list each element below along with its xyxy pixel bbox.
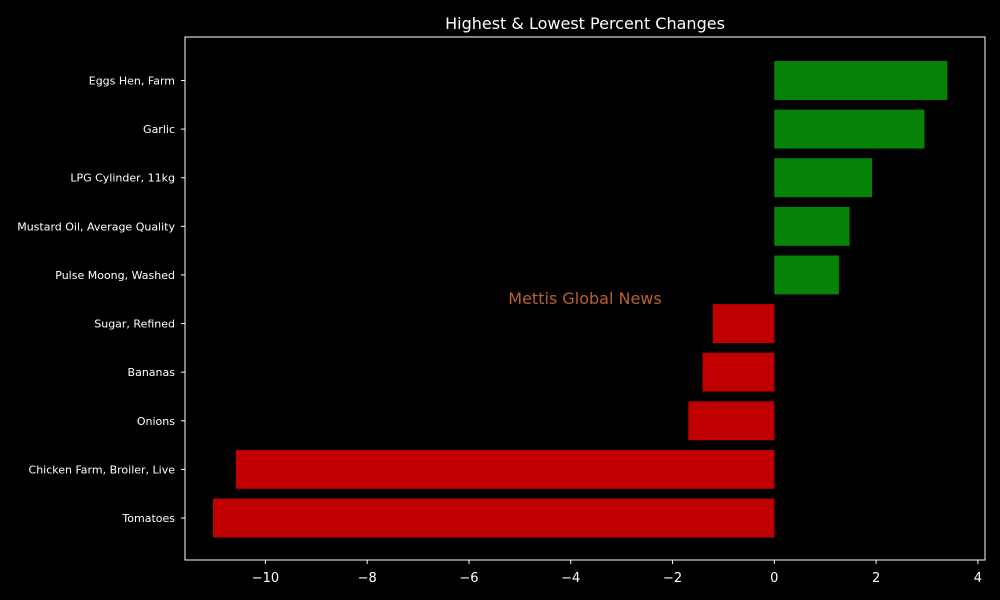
x-tick-label: −10 <box>252 571 279 586</box>
x-tick-label: −4 <box>561 571 580 586</box>
bar <box>774 206 850 246</box>
x-tick-label: −6 <box>459 571 478 586</box>
bar <box>774 158 873 198</box>
y-tick-label: Bananas <box>128 366 176 379</box>
y-tick-label: Chicken Farm, Broiler, Live <box>29 463 176 476</box>
bar <box>712 304 775 343</box>
bars-layer <box>212 61 948 538</box>
bar <box>702 352 775 392</box>
x-tick-label: 0 <box>770 571 778 586</box>
bar <box>774 109 925 149</box>
y-tick-label: Onions <box>137 415 175 428</box>
y-tick-label: LPG Cylinder, 11kg <box>70 172 175 185</box>
bar <box>774 61 948 100</box>
y-tick-label: Sugar, Refined <box>94 318 175 331</box>
x-tick-label: −2 <box>663 571 682 586</box>
axes-frame <box>184 36 986 561</box>
x-tick-label: 2 <box>872 571 880 586</box>
bar <box>774 255 839 295</box>
y-tick-label: Garlic <box>143 123 175 136</box>
y-axis: Eggs Hen, Farm Garlic LPG Cylinder, 11kg Mu… <box>17 75 185 525</box>
bar <box>235 449 775 489</box>
bar <box>212 498 775 538</box>
x-tick-label: 4 <box>974 571 982 586</box>
x-axis: −10 −8 −6 −4 −2 0 2 4 <box>252 560 982 586</box>
x-tick-label: −8 <box>358 571 377 586</box>
watermark: Mettis Global News <box>508 289 661 308</box>
y-tick-label: Tomatoes <box>121 512 175 525</box>
y-tick-label: Mustard Oil, Average Quality <box>17 220 175 233</box>
bar <box>688 401 775 441</box>
y-tick-label: Pulse Moong, Washed <box>55 269 175 282</box>
y-tick-label: Eggs Hen, Farm <box>89 75 175 88</box>
chart-title: Highest & Lowest Percent Changes <box>445 14 725 33</box>
